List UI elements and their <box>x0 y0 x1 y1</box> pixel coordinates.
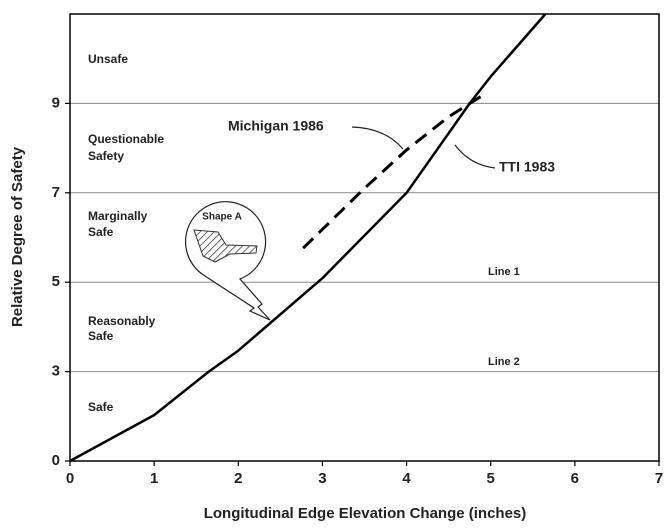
x-tick-label: 4 <box>402 470 411 487</box>
zone-label: Safe <box>88 329 114 343</box>
x-tick-label: 6 <box>571 470 579 487</box>
zone-label: Safe <box>88 225 114 239</box>
y-tick-label: 5 <box>52 273 60 290</box>
zone-label: Marginally <box>88 209 148 223</box>
x-tick-label: 5 <box>487 470 495 487</box>
y-tick-label: 0 <box>52 452 60 469</box>
y-axis-title: Relative Degree of Safety <box>9 146 26 327</box>
y-tick-label: 7 <box>52 184 60 201</box>
y-tick-label: 9 <box>52 94 60 111</box>
plot-frame <box>70 14 659 461</box>
zone-label: Reasonably <box>88 314 156 328</box>
x-tick-label: 3 <box>318 470 326 487</box>
series-label: TTI 1983 <box>499 159 555 175</box>
leader-line <box>455 145 495 168</box>
leader-line <box>352 127 403 149</box>
callout: Shape A <box>186 202 270 320</box>
chart: Shape A Michigan 1986 TTI 1983 Line 1 Li… <box>0 0 672 525</box>
x-tick-label: 0 <box>66 470 74 487</box>
callout-label: Shape A <box>202 212 242 223</box>
x-tick-label: 7 <box>655 470 663 487</box>
series-line <box>70 14 545 461</box>
y-tick-label: 3 <box>52 363 60 380</box>
line-label: Line 2 <box>488 356 520 368</box>
zone-label: Questionable <box>88 132 164 146</box>
x-tick-label: 2 <box>234 470 242 487</box>
grid <box>70 103 659 461</box>
zone-label: Safety <box>88 149 124 163</box>
line-label: Line 1 <box>488 266 520 278</box>
zone-label: Safe <box>88 400 114 414</box>
series-line <box>303 95 484 249</box>
x-axis-title: Longitudinal Edge Elevation Change (inch… <box>204 505 527 522</box>
series-label: Michigan 1986 <box>228 118 324 134</box>
x-tick-label: 1 <box>150 470 158 487</box>
zone-label: Unsafe <box>88 52 128 66</box>
